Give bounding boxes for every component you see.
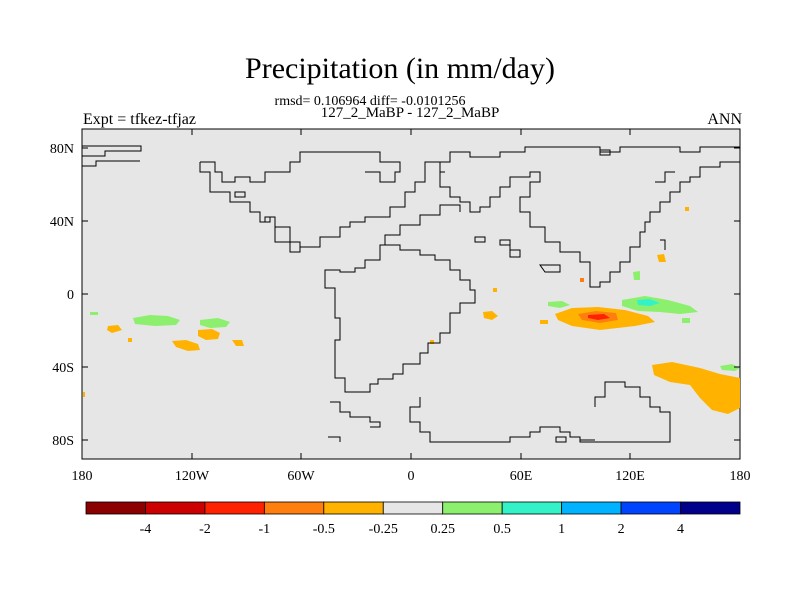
coastline-australia (409, 381, 671, 443)
anomaly-positive-indian (548, 301, 570, 308)
anomaly-negative-small-6 (685, 207, 689, 211)
colorbar-label: 2 (618, 522, 625, 537)
anomaly-positive-indopacific-core (637, 299, 660, 306)
anomaly-positive-small-1 (633, 271, 640, 280)
coastline-island-1 (499, 239, 521, 258)
anomaly-negative-small-7 (493, 288, 497, 292)
anomaly-negative-small-2 (540, 320, 548, 324)
colorbar-label: -0.25 (369, 522, 398, 537)
coastline-greenland (200, 151, 401, 183)
coastline-mediterranean (380, 204, 461, 246)
anomaly-negative-pacific-1 (172, 340, 200, 351)
lat-label-80n: 80N (50, 142, 74, 157)
experiment-subtitle: 127_2_MaBP - 127_2_MaBP (320, 105, 500, 121)
lon-label-180w: 180 (72, 469, 93, 484)
anomaly-negative-small-8 (580, 278, 584, 282)
coastline-island-5 (599, 149, 611, 156)
colorbar-label: -1 (259, 522, 271, 537)
anomaly-contours (83, 207, 740, 414)
anomaly-positive-pacific (133, 315, 180, 326)
colorbar-swatch (263, 501, 325, 515)
colorbar-label: -0.5 (313, 522, 335, 537)
axis-ticks (81, 129, 741, 459)
lon-label-60w: 60W (287, 469, 315, 484)
colorbar-label: 1 (558, 522, 565, 537)
colorbar: -4 -2 -1 -0.5 -0.25 0.25 0.5 1 2 4 (85, 501, 741, 537)
lon-label-120w: 120W (175, 469, 210, 484)
lat-label-0: 0 (67, 288, 74, 303)
anomaly-negative-pacific-3 (107, 325, 122, 333)
colorbar-swatch (323, 501, 384, 515)
experiment-label: Expt = tfkez-tfjaz (83, 111, 196, 128)
lat-label-40s: 40S (52, 361, 74, 376)
colorbar-label: -2 (199, 522, 211, 537)
anomaly-negative-pacific-2 (198, 329, 220, 340)
lat-label-80s: 80S (52, 434, 74, 449)
colorbar-swatch (382, 501, 444, 515)
lon-label-120e: 120E (615, 469, 645, 484)
coastlines (82, 145, 740, 443)
lon-labels: 180 120W 60W 0 60E 120E 180 (72, 469, 751, 484)
anomaly-negative-small-5 (83, 392, 85, 397)
anomaly-positive-pacific-2 (200, 318, 230, 328)
colorbar-swatch (204, 501, 265, 515)
season-label: ANN (707, 111, 742, 128)
colorbar-swatch (85, 501, 146, 515)
anomaly-negative-pacific-4 (232, 340, 244, 346)
colorbar-swatch (442, 501, 503, 515)
colorbar-label: 0.25 (430, 522, 455, 537)
lon-label-0: 0 (408, 469, 415, 484)
coastline-island-6 (234, 191, 246, 198)
colorbar-swatch (561, 501, 622, 515)
anomaly-negative-small-1 (657, 254, 666, 262)
coastline-europe-asia (439, 146, 740, 288)
coastline-southern-1 (328, 436, 341, 442)
coastline-island-2 (539, 264, 561, 273)
coastline-south-america (274, 227, 301, 252)
anomaly-positive-small-3 (682, 318, 690, 323)
anomaly-negative-atlantic (483, 311, 498, 320)
colorbar-label: 4 (677, 522, 684, 537)
colorbar-swatch (501, 501, 563, 515)
coastline-north-arctic (82, 145, 142, 157)
coastline-island-3 (474, 236, 486, 243)
anomaly-positive-se-pacific (720, 364, 740, 371)
lat-labels: 80N 40N 0 40S 80S (50, 142, 74, 449)
lon-label-60e: 60E (510, 469, 533, 484)
coastline-americas (199, 161, 445, 253)
anomaly-positive-small-2 (90, 312, 98, 315)
lon-label-180e: 180 (730, 469, 751, 484)
lat-label-40n: 40N (50, 215, 74, 230)
colorbar-label: 0.5 (493, 522, 511, 537)
anomaly-negative-south-pacific (652, 362, 740, 414)
stats-text: rmsd= 0.106964 diff= -0.0101256 (274, 94, 466, 109)
coastline-antarctic (330, 401, 381, 428)
colorbar-swatch (145, 501, 206, 515)
coastline-africa (324, 244, 476, 393)
colorbar-label: -4 (140, 522, 152, 537)
coastline-eurasia-north (82, 160, 140, 167)
coastline-island-4 (264, 216, 271, 223)
plot-title: Precipitation (in mm/day) (245, 52, 555, 85)
anomaly-negative-small-3 (128, 338, 132, 342)
colorbar-swatch (680, 501, 741, 515)
anomaly-negative-indian-center (588, 314, 610, 320)
map-panel (81, 128, 741, 460)
colorbar-swatch (620, 501, 681, 515)
coastline-japan (655, 171, 675, 250)
coastline-island-7 (555, 436, 567, 443)
